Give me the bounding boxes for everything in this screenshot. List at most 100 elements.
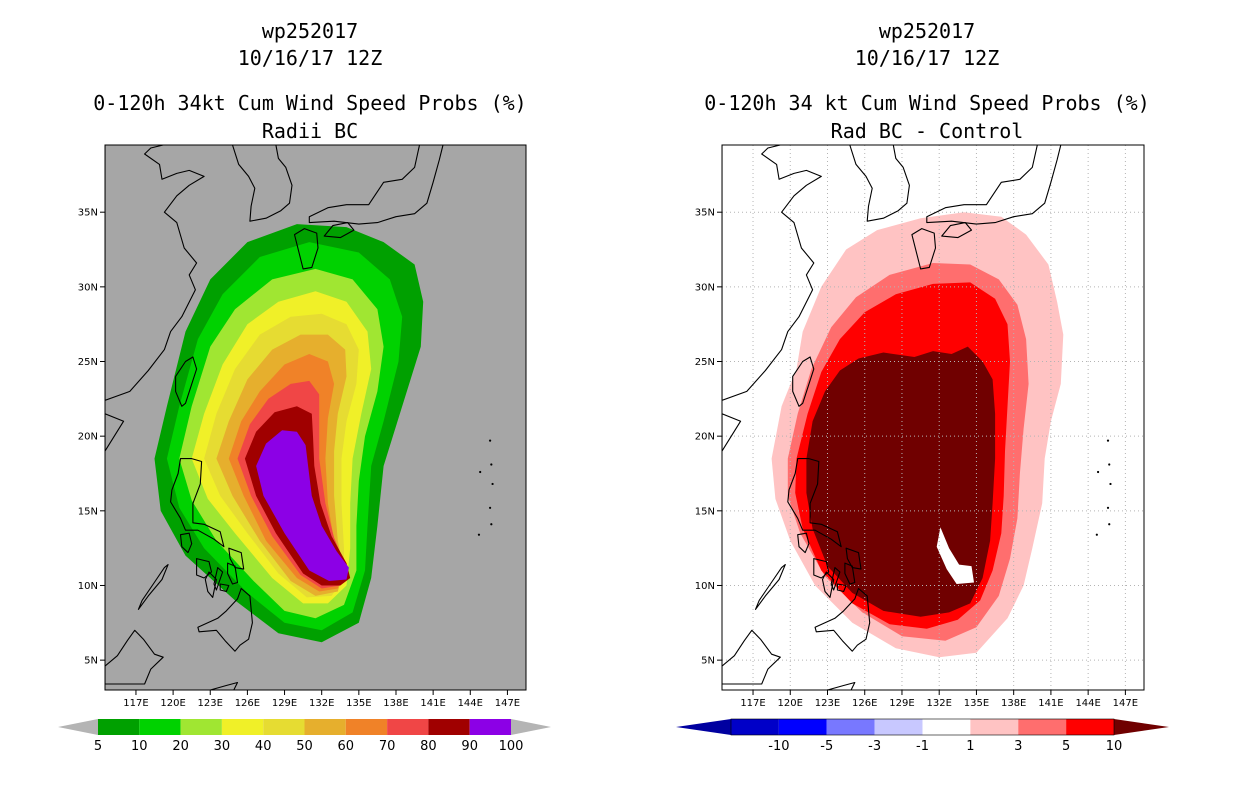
right-ytick-label: 20N (695, 432, 715, 443)
right-colorbar-swatch (874, 719, 923, 735)
left-xtick-label: 147E (495, 698, 520, 709)
right-colorbar-swatch (922, 719, 971, 735)
right-coast-sulawesi (826, 681, 856, 690)
left-island-dot (477, 533, 481, 536)
left-datetime: 10/16/17 12Z (237, 46, 383, 70)
right-ytick-label: 25N (695, 357, 715, 368)
right-island-dot (1096, 470, 1100, 474)
right-colorbar-swatch (731, 719, 779, 735)
left-ytick-label: 5N (84, 656, 98, 667)
right-coast-borneo (722, 629, 781, 685)
left-colorbar-label: 60 (338, 739, 355, 754)
right-xtick-label: 147E (1113, 698, 1138, 709)
right-island-dot (1106, 506, 1110, 509)
right-coast-mindoro (797, 532, 810, 554)
left-xtick-label: 117E (123, 698, 148, 709)
left-colorbar-label: 40 (255, 739, 272, 754)
right-colorbar-swatch (778, 719, 827, 735)
right-ytick-label: 15N (695, 506, 715, 517)
right-island-dot (1109, 482, 1112, 486)
left-island-dot (490, 523, 493, 526)
right-coast-korea (849, 145, 910, 222)
left-colorbar-label: 5 (94, 739, 102, 754)
left-coast-korea (231, 145, 293, 222)
right-xtick-label: 141E (1038, 698, 1063, 709)
right-chart-title: 0-120h 34 kt Cum Wind Speed Probs (%) (704, 91, 1150, 115)
right-xtick-label: 138E (1001, 698, 1026, 709)
right-colorbar-end-low (676, 719, 731, 735)
left-colorbar-swatch (345, 719, 388, 735)
right-ytick-label: 10N (695, 581, 715, 592)
right-chart-subtitle: Rad BC - Control (830, 119, 1024, 143)
right-xtick-label: 144E (1075, 698, 1100, 709)
right-colorbar-swatch (1018, 719, 1067, 735)
right-colorbar-label: -10 (768, 739, 789, 754)
left-coast-leyte (227, 562, 239, 585)
left-colorbar-label: 100 (499, 739, 524, 754)
right-colorbar-outline (730, 718, 1115, 736)
left-xtick-label: 141E (420, 698, 445, 709)
left-island-dot (488, 439, 492, 442)
left-colorbar-swatch (304, 719, 346, 735)
left-coast-luzon (170, 458, 225, 548)
left-xtick-label: 123E (198, 698, 223, 709)
left-map-frame (104, 144, 527, 691)
right-storm-id: wp252017 (878, 19, 976, 43)
right-coast-hainan (722, 413, 742, 452)
right-colorbar: -10 -5 -3 -1 1 3 5 10 (676, 718, 1169, 754)
left-ytick-label: 35N (78, 208, 98, 219)
right-colorbar-label: 3 (1014, 739, 1022, 754)
right-colorbar-end-high (1114, 719, 1169, 735)
left-colorbar-label: 90 (461, 739, 478, 754)
left-xtick-label: 144E (458, 698, 483, 709)
left-colorbar-swatch (387, 719, 429, 735)
right-colorbar-swatch (970, 719, 1019, 735)
right-island-dot (1108, 523, 1111, 526)
left-coast-honshu (308, 145, 444, 225)
right-xtick-label: 135E (964, 698, 989, 709)
left-colorbar-swatch (98, 719, 140, 735)
right-xtick-label: 117E (740, 698, 765, 709)
left-coast-mindoro (179, 532, 193, 554)
left-colorbar-swatch (180, 719, 222, 735)
right-colorbar-label: 1 (966, 739, 974, 754)
left-coast-shikoku (323, 222, 355, 239)
left-xtick-label: 120E (160, 698, 185, 709)
right-coast-shikoku (941, 222, 973, 239)
right-colorbar-label: 5 (1062, 739, 1070, 754)
right-island-dot (1095, 533, 1098, 536)
left-contour-90 (256, 430, 349, 581)
left-xtick-label: 129E (272, 698, 297, 709)
right-island-dot (1106, 439, 1110, 442)
right-map-panel: 117E 120E 123E 126E 129E 132E 135E 138E 141E 144E… (676, 144, 1169, 754)
right-colorbar-label: -1 (916, 739, 929, 754)
left-colorbar-swatch (221, 719, 264, 735)
left-colorbar-swatch (139, 719, 181, 735)
right-colorbar-swatch (826, 719, 875, 735)
right-colorbar-label: 10 (1106, 739, 1123, 754)
right-coast-taiwan (792, 356, 815, 407)
left-coast-borneo (105, 629, 164, 685)
left-storm-id: wp252017 (261, 19, 359, 43)
right-colorbar-label: -3 (868, 739, 881, 754)
right-xtick-label: 123E (815, 698, 840, 709)
right-island-dot (1108, 463, 1111, 466)
left-ytick-label: 10N (78, 581, 98, 592)
right-coast-luzon (787, 458, 842, 548)
right-ytick-label: 35N (695, 208, 715, 219)
left-coast-hainan (105, 413, 125, 452)
left-coast-taiwan (175, 356, 198, 407)
left-ytick-label: 15N (78, 506, 98, 517)
left-xtick-label: 132E (309, 698, 334, 709)
right-coast-leyte (844, 562, 856, 585)
right-coast-cebu (830, 567, 841, 591)
right-ytick-label: 5N (701, 656, 715, 667)
right-datetime: 10/16/17 12Z (854, 46, 1000, 70)
right-ytick-label: 30N (695, 282, 715, 293)
left-island-dot (491, 482, 494, 486)
left-ytick-label: 20N (78, 432, 98, 443)
right-xtick-label: 132E (927, 698, 952, 709)
left-xtick-label: 126E (235, 698, 260, 709)
left-coast-mindanao (197, 587, 253, 652)
